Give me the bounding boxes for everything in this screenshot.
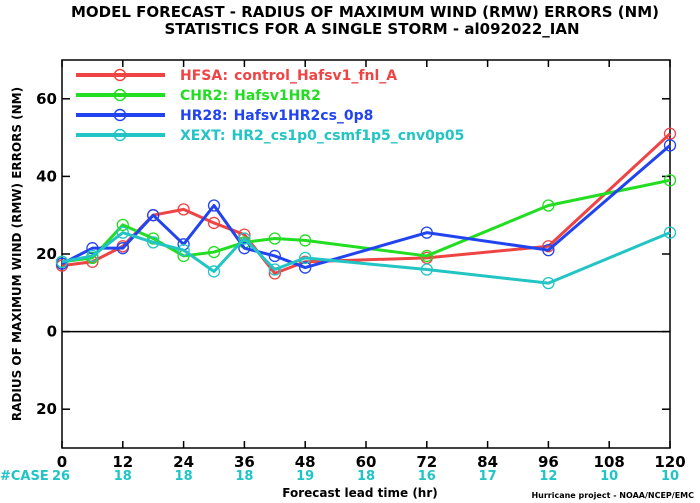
legend-entry: HR28: Hafsv1HR2cs_0p8 — [76, 108, 373, 124]
series-hfsa — [55, 127, 677, 280]
data-point — [299, 234, 312, 247]
case-count: 17 — [479, 469, 497, 484]
data-point — [238, 232, 251, 245]
legend: HFSA: control_Hafsv1_fnl_A CHR2: Hafsv1HR2 H… — [76, 68, 464, 144]
data-point — [268, 263, 281, 276]
axis-ticks: 0 12 24 36 48 60 72 84 96 108 120 20 0 20 40 60 — [36, 60, 686, 471]
data-point — [238, 242, 251, 255]
x-tick-label: 96 — [538, 453, 559, 471]
data-point — [542, 276, 555, 290]
data-series — [55, 127, 677, 290]
case-label: #CASE — [0, 469, 49, 484]
data-point — [420, 249, 433, 263]
credit-text: Hurricane project - NOAA/NCEP/EMC — [531, 491, 694, 500]
data-point — [147, 232, 160, 245]
legend-marker — [113, 128, 127, 142]
data-point — [420, 263, 433, 276]
x-tick-label: 24 — [173, 453, 194, 471]
y-tick-label: 60 — [36, 90, 57, 108]
legend-label: CHR2: Hafsv1HR2 — [180, 88, 321, 104]
case-count: 18 — [357, 469, 375, 484]
data-point — [177, 243, 190, 257]
legend-entry: CHR2: Hafsv1HR2 — [76, 88, 321, 104]
data-point — [207, 199, 221, 212]
case-count: 12 — [539, 469, 557, 484]
data-point — [542, 243, 555, 257]
case-count: 19 — [296, 469, 314, 484]
data-point — [55, 255, 69, 268]
data-point — [663, 139, 677, 152]
case-count: 18 — [235, 469, 253, 484]
data-point — [177, 203, 190, 216]
data-point — [268, 232, 281, 245]
y-tick-label: 20 — [36, 245, 57, 263]
x-tick-label: 108 — [594, 453, 625, 471]
x-tick-label: 12 — [112, 453, 133, 471]
case-count: 18 — [175, 469, 193, 484]
legend-marker — [113, 68, 127, 82]
chart-title: MODEL FORECAST - RADIUS OF MAXIMUM WIND … — [71, 3, 659, 21]
series-hr28 — [55, 139, 677, 274]
data-point — [299, 251, 312, 265]
series-line — [61, 132, 672, 275]
y-tick-label: 20 — [36, 400, 57, 418]
series-xext — [55, 226, 677, 290]
x-axis-label: Forecast lead time (hr) — [282, 486, 438, 500]
case-count: 10 — [661, 469, 679, 484]
case-counts: 26 18 18 18 19 18 16 17 12 10 10 — [52, 469, 679, 484]
data-point — [207, 265, 221, 278]
x-tick-label: 0 — [57, 453, 67, 471]
series-line — [61, 144, 671, 270]
legend-label: HR28: Hafsv1HR2cs_0p8 — [180, 108, 373, 124]
y-axis-label: RADIUS OF MAXIMUM WIND (RMW) ERRORS (NM) — [10, 87, 24, 421]
x-tick-label: 60 — [356, 453, 377, 471]
data-point — [299, 261, 312, 274]
legend-marker — [113, 108, 127, 122]
data-point — [116, 226, 129, 239]
x-tick-label: 72 — [416, 453, 437, 471]
legend-entry: HFSA: control_Hafsv1_fnl_A — [76, 68, 397, 84]
series-line — [61, 231, 671, 285]
case-count: 26 — [52, 469, 70, 484]
x-tick-label: 48 — [295, 453, 316, 471]
data-point — [147, 236, 160, 249]
data-point — [268, 249, 281, 263]
data-point — [116, 218, 129, 232]
legend-label: HFSA: control_Hafsv1_fnl_A — [180, 68, 397, 84]
data-point — [86, 242, 99, 255]
data-point — [147, 209, 160, 222]
case-count: 16 — [418, 469, 436, 484]
data-point — [542, 199, 555, 212]
data-point — [116, 242, 129, 255]
y-tick-label: 0 — [47, 323, 57, 341]
chart-subtitle: STATISTICS FOR A SINGLE STORM - al092022… — [165, 20, 580, 38]
data-point — [207, 245, 221, 259]
data-point — [207, 216, 221, 230]
x-tick-label: 120 — [654, 453, 685, 471]
legend-label: XEXT: HR2_cs1p0_csmf1p5_cnv0p05 — [180, 128, 464, 144]
case-count: 18 — [114, 469, 132, 484]
x-tick-label: 36 — [234, 453, 255, 471]
y-tick-label: 40 — [36, 167, 57, 185]
data-point — [663, 226, 677, 239]
data-point — [86, 249, 99, 263]
legend-marker — [113, 88, 127, 102]
data-point — [663, 174, 677, 187]
x-tick-label: 84 — [477, 453, 498, 471]
legend-entry: XEXT: HR2_cs1p0_csmf1p5_cnv0p05 — [76, 128, 464, 144]
case-count: 10 — [600, 469, 618, 484]
data-point — [420, 226, 433, 239]
